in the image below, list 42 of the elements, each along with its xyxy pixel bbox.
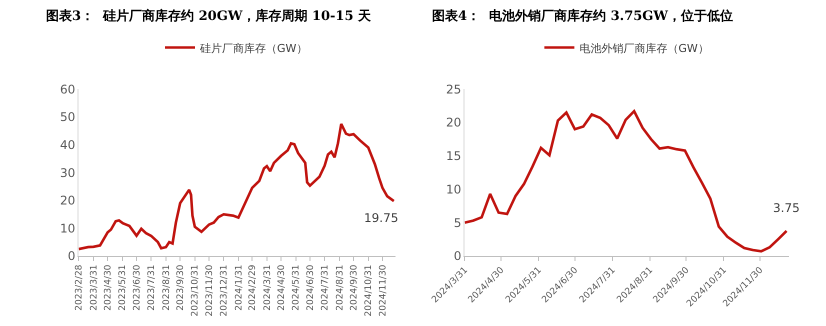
x-tick-label: 2023/7/31 [147,264,158,311]
line-series [78,122,396,250]
x-tick-label: 2024/9/30 [349,264,360,311]
x-tick-label: 2024/1/31 [234,264,244,311]
x-tick-label: 2023/8/31 [162,264,172,311]
x-tick-label: 2024/10/31 [364,264,374,316]
y-tick-label: 20 [60,194,76,208]
chart-title: 图表4： 电池外销厂商库存约 3.75GW，位于低位 [432,8,733,24]
y-tick-label: 30 [60,166,76,180]
x-tick-label: 2024/3/31 [262,264,273,311]
x-tick-label: 2023/9/30 [176,264,186,311]
x-tick-label: 2023/4/30 [104,264,114,311]
x-tick-label: 2024/7/31 [320,264,331,311]
x-tick-label: 2023/6/30 [132,264,142,311]
y-tick-label: 60 [60,82,76,96]
x-tick-label: 2023/2/28 [74,264,85,311]
y-tick-label: 20 [446,116,462,130]
x-tick-label: 2024/6/30 [306,264,316,311]
x-tick-label: 2024/4/30 [276,264,287,311]
x-tick-label: 2024/5/31 [292,264,302,311]
x-tick-label: 2023/10/31 [190,264,201,316]
y-tick-label: 25 [446,82,462,96]
x-tick-label: 2023/12/31 [220,264,230,316]
x-tick-label: 2024/11/30 [378,264,388,316]
y-tick-label: 10 [60,221,76,236]
y-tick-label: 15 [446,149,462,164]
legend-label: 电池外销厂商库存（GW） [579,42,709,55]
y-tick-label: 50 [60,110,76,124]
annotation: 3.75 [773,201,800,215]
chart-title: 图表3： 硅片厂商库存约 20GW，库存周期 10-15 天 [46,8,372,24]
x-tick-label: 2023/5/31 [118,264,128,311]
y-tick-label: 0 [454,249,462,264]
y-tick-label: 40 [60,138,76,152]
y-tick-label: 10 [446,182,462,196]
y-tick-label: 5 [454,216,462,230]
annotation: 19.75 [364,211,398,225]
x-tick-label: 2023/3/31 [89,264,100,311]
y-tick-label: 0 [68,249,76,264]
legend-label: 硅片厂商库存（GW） [199,42,308,55]
x-tick-label: 2023/11/30 [204,264,215,316]
x-tick-label: 2024/2/29 [248,264,258,311]
x-tick-label: 2024/8/31 [335,264,346,311]
